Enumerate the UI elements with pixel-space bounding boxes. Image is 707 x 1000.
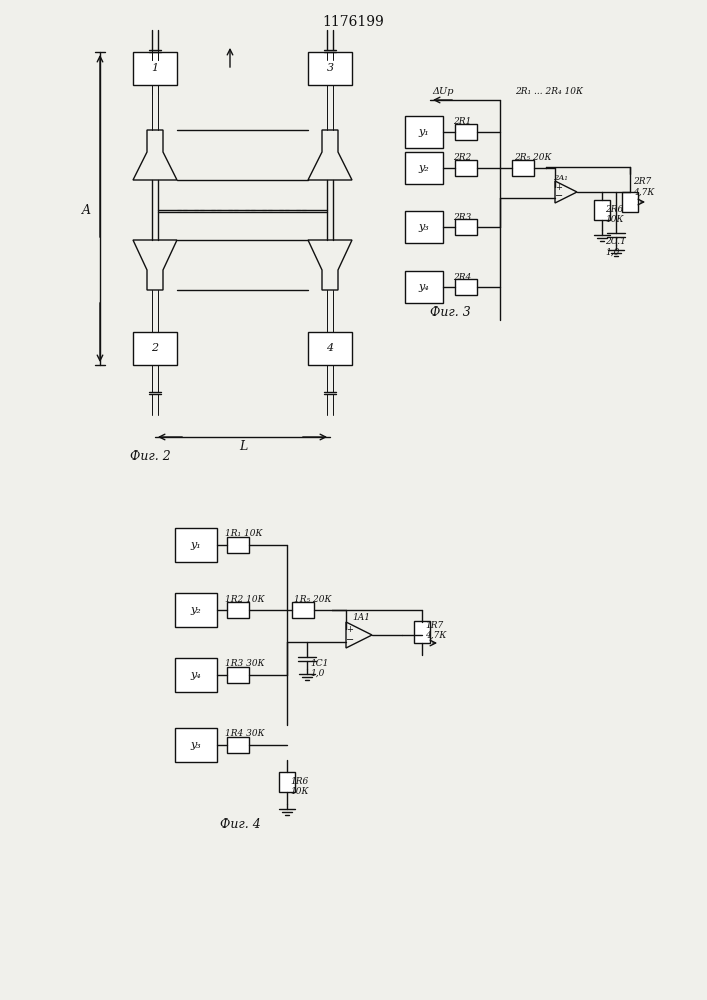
Bar [512,160,534,176]
Text: 10К: 10К [605,216,624,225]
Text: 1,0: 1,0 [310,669,325,678]
Text: 4,7К: 4,7К [425,631,446,640]
Text: 1R7: 1R7 [425,620,443,630]
Bar [175,593,217,627]
Text: 3: 3 [327,63,334,73]
Text: 1R₁ 10К: 1R₁ 10К [225,530,262,538]
Text: 1R6: 1R6 [290,778,308,786]
Text: 2R₁ ... 2R₄ 10К: 2R₁ ... 2R₄ 10К [515,87,583,96]
Text: +: + [346,625,354,634]
Text: −: − [555,191,563,201]
Bar [227,737,249,753]
Text: Фиг. 3: Фиг. 3 [430,306,471,318]
Text: 10К: 10К [290,788,308,796]
Bar [414,621,430,643]
Text: Фиг. 4: Фиг. 4 [220,818,260,832]
Bar [622,192,638,212]
Text: 2: 2 [151,343,158,353]
Bar [227,667,249,683]
Bar [405,211,443,243]
Bar [308,52,352,85]
Bar [292,602,314,618]
Text: y₄: y₄ [191,670,201,680]
Bar [175,658,217,692]
Bar [405,116,443,148]
Text: 1: 1 [151,63,158,73]
Text: −: − [346,635,354,645]
Text: 2R4: 2R4 [453,272,472,282]
Text: 1R2 10К: 1R2 10К [225,594,264,603]
Text: 1,0: 1,0 [605,247,619,256]
Text: y₄: y₄ [419,282,429,292]
Text: 1R3 30К: 1R3 30К [225,660,264,668]
Bar [175,528,217,562]
Text: y₃: y₃ [419,222,429,232]
Text: y₂: y₂ [191,605,201,615]
Text: 1A1: 1A1 [352,613,370,622]
Text: A: A [81,204,90,217]
Bar [455,124,477,140]
Bar [405,152,443,184]
Text: y₃: y₃ [191,740,201,750]
Text: 2R2: 2R2 [453,153,472,162]
Bar [405,271,443,303]
Text: 1176199: 1176199 [322,15,384,29]
Bar [133,332,177,365]
Text: y₂: y₂ [419,163,429,173]
Bar [455,279,477,295]
Text: 2R1: 2R1 [453,117,472,126]
Text: 1R₅ 20К: 1R₅ 20К [294,594,332,603]
Bar [594,200,610,220]
Text: +: + [556,183,563,192]
Bar [133,52,177,85]
Text: y₁: y₁ [419,127,429,137]
Text: 1C1: 1C1 [310,659,328,668]
Text: Фиг. 2: Фиг. 2 [130,450,171,464]
Text: L: L [239,440,247,454]
Text: 2A₁: 2A₁ [553,174,568,182]
Bar [455,219,477,235]
Text: 2C.1: 2C.1 [605,237,626,246]
Text: 2R3: 2R3 [453,213,472,222]
Text: 4,7К: 4,7К [633,188,655,196]
Bar [455,160,477,176]
Text: ΔUp: ΔUp [432,87,453,96]
Bar [308,332,352,365]
Bar [227,602,249,618]
Text: 4: 4 [327,343,334,353]
Text: 2R₅ 20К: 2R₅ 20К [514,153,551,162]
Text: 1R4 30К: 1R4 30К [225,730,264,738]
Text: 2R6: 2R6 [605,206,624,215]
Bar [227,537,249,553]
Bar [279,772,295,792]
Bar [175,728,217,762]
Text: 2R7: 2R7 [633,178,651,186]
Text: y₁: y₁ [191,540,201,550]
